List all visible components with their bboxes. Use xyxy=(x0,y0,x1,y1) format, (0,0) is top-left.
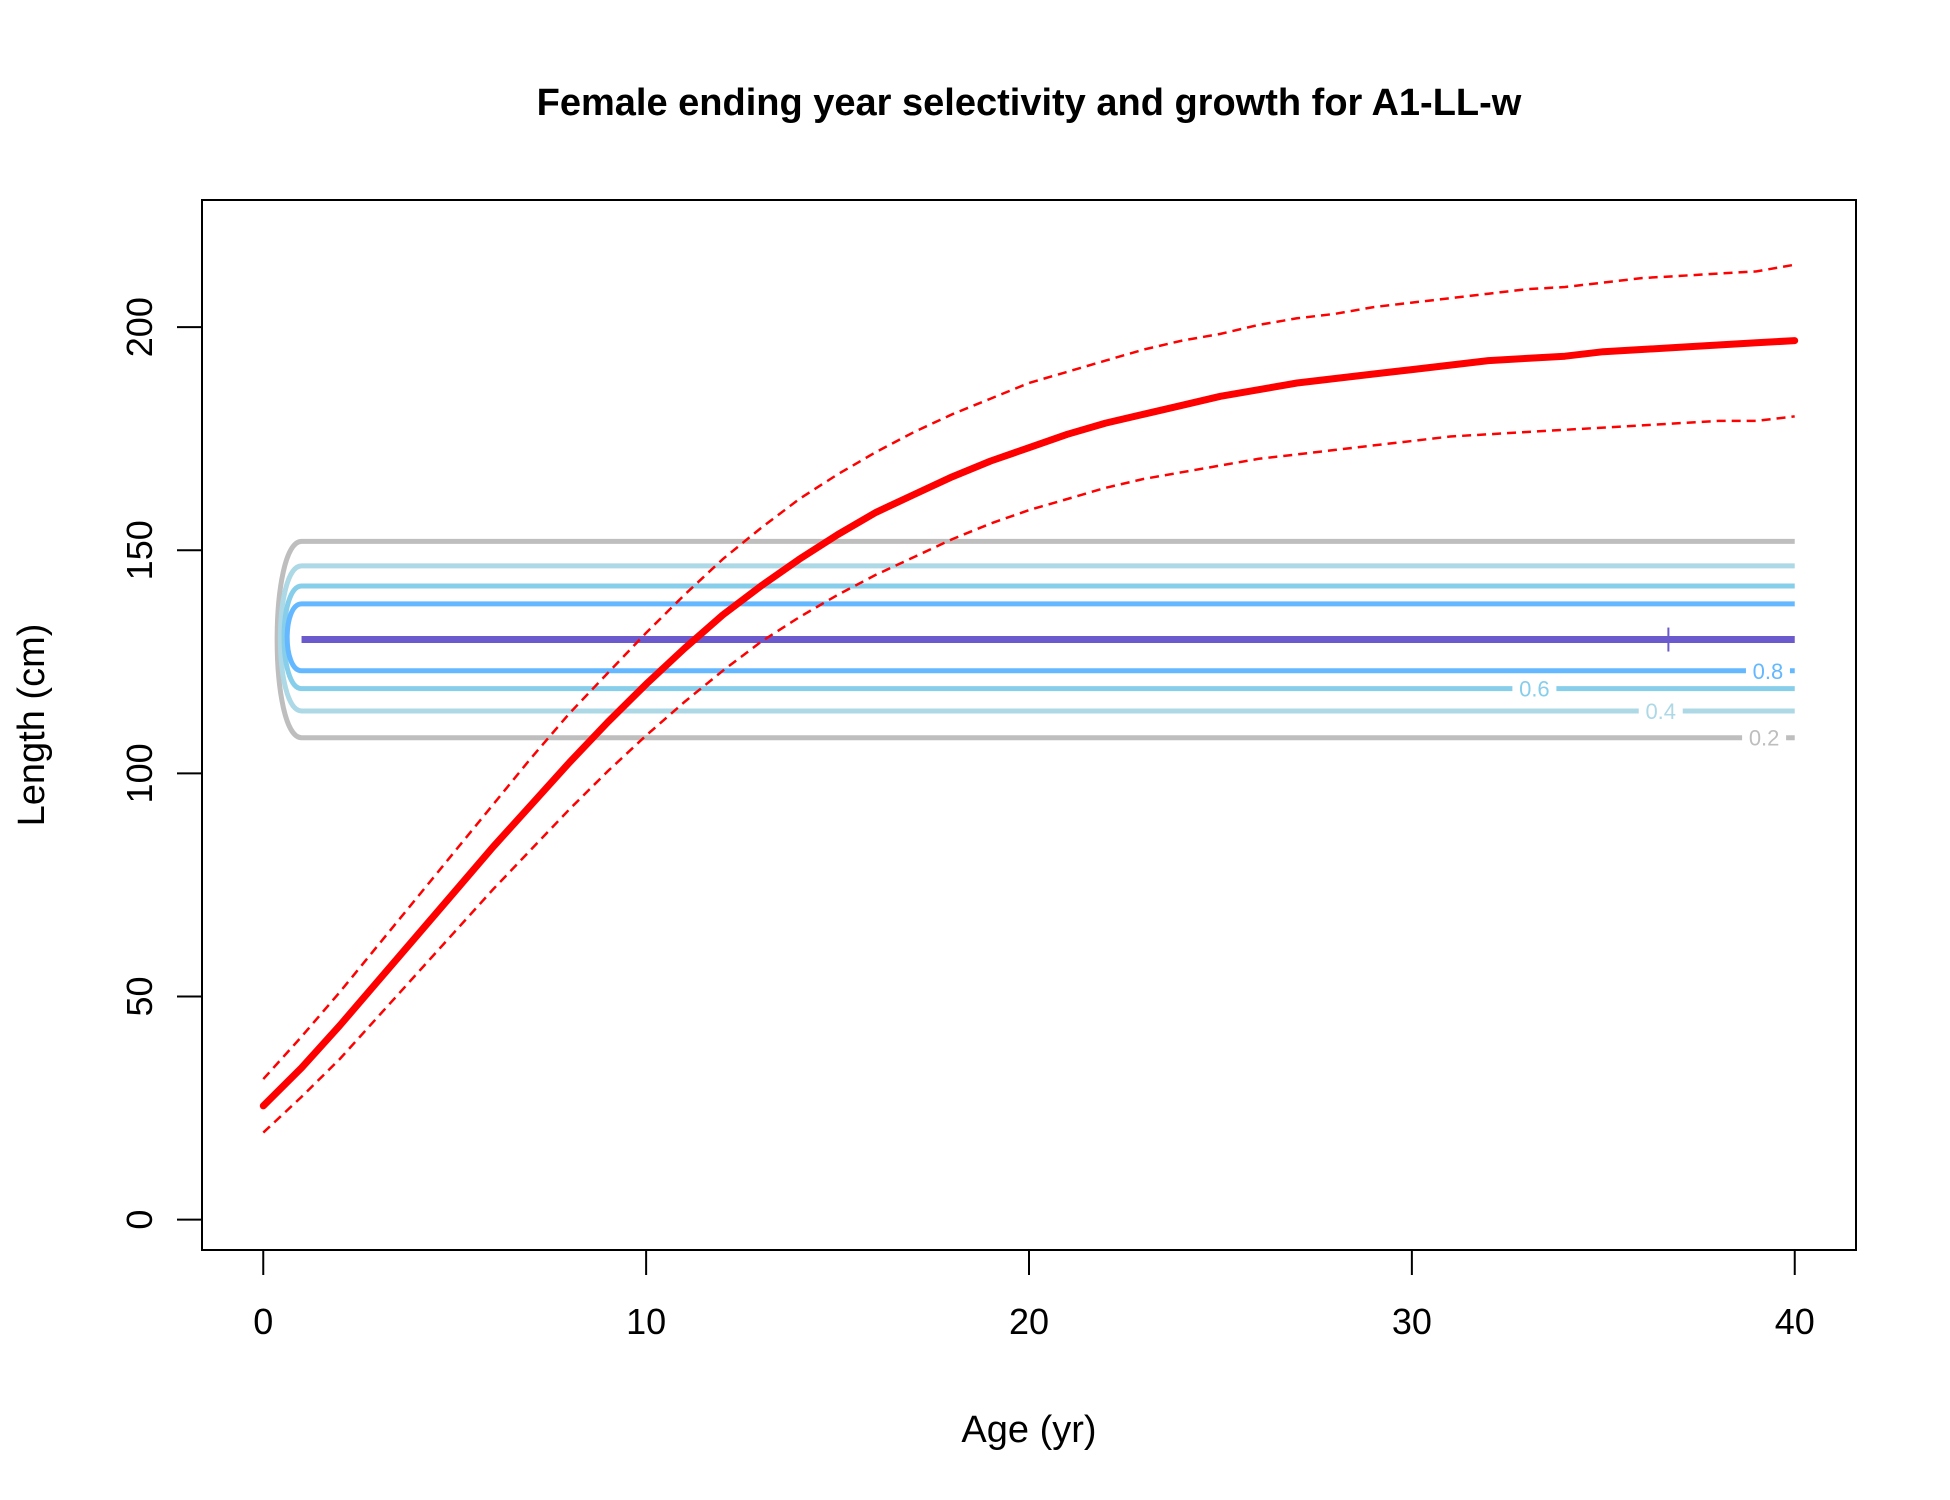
y-tick-label: 100 xyxy=(119,743,160,803)
contour-label-0.2: 0.2 xyxy=(1749,726,1780,751)
x-tick-label: 30 xyxy=(1392,1301,1432,1342)
contour-label-0.8: 0.8 xyxy=(1753,659,1784,684)
chart-title: Female ending year selectivity and growt… xyxy=(537,82,1522,124)
x-tick-label: 0 xyxy=(253,1301,273,1342)
growth-mean xyxy=(259,337,1799,1110)
contour-label-0.6: 0.6 xyxy=(1519,677,1550,702)
growth-upper-ci xyxy=(262,263,1795,1080)
growth-curves xyxy=(259,263,1799,1134)
x-axis: 0 10 20 30 40 xyxy=(253,1249,1815,1342)
y-tick-label: 150 xyxy=(119,520,160,580)
selectivity-contours xyxy=(274,538,1795,752)
y-axis-label: Length (cm) xyxy=(11,624,53,827)
x-tick-label: 20 xyxy=(1009,1301,1049,1342)
contour-0.8 xyxy=(284,601,1795,674)
contour-0.4 xyxy=(277,563,1795,714)
y-tick-label: 0 xyxy=(119,1210,160,1230)
x-tick-label: 10 xyxy=(626,1301,666,1342)
y-tick-label: 200 xyxy=(119,297,160,357)
contour-label-0.4: 0.4 xyxy=(1645,699,1676,724)
x-tick-label: 40 xyxy=(1775,1301,1815,1342)
contour-labels: 0.2 0.4 0.6 0.8 xyxy=(1519,627,1784,751)
plot-frame xyxy=(201,199,1857,1251)
y-axis: 0 50 100 150 200 xyxy=(119,297,203,1230)
contour-0.2 xyxy=(274,538,1795,741)
growth-lower-ci xyxy=(262,415,1795,1134)
peak-marker xyxy=(1656,627,1681,652)
y-tick-label: 50 xyxy=(119,977,160,1017)
x-axis-label: Age (yr) xyxy=(961,1409,1096,1451)
contour-0.6 xyxy=(281,583,1795,692)
